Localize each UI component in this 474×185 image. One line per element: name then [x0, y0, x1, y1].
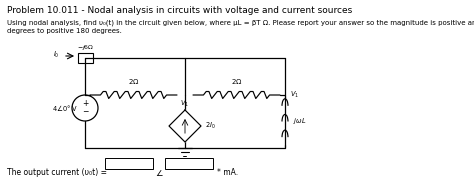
Text: $-j6\Omega$: $-j6\Omega$	[77, 43, 94, 52]
Text: $4\angle0°$ V: $4\angle0°$ V	[52, 103, 78, 113]
Text: $\angle$: $\angle$	[155, 168, 164, 178]
Text: * mA.: * mA.	[217, 168, 238, 177]
Text: $j\omega L$: $j\omega L$	[293, 116, 306, 126]
Bar	[78, 53, 93, 63]
Text: $2\Omega$: $2\Omega$	[128, 77, 139, 86]
Text: $I_0$: $I_0$	[54, 50, 60, 60]
Text: $2\Omega$: $2\Omega$	[231, 77, 242, 86]
Text: $V_1$: $V_1$	[181, 99, 190, 109]
Text: Problem 10.011 - Nodal analysis in circuits with voltage and current sources: Problem 10.011 - Nodal analysis in circu…	[7, 6, 352, 15]
Text: $V_1$: $V_1$	[290, 90, 299, 100]
Bar	[165, 158, 213, 169]
Text: The output current (υ₀t) =: The output current (υ₀t) =	[7, 168, 107, 177]
Text: Using nodal analysis, find υ₀(t) in the circuit given below, where μL = βT Ω. Pl: Using nodal analysis, find υ₀(t) in the …	[7, 20, 474, 26]
Text: $2I_0$: $2I_0$	[205, 121, 216, 131]
Text: +: +	[82, 100, 88, 108]
Text: degrees to positive 180 degrees.: degrees to positive 180 degrees.	[7, 28, 122, 34]
Bar	[105, 158, 153, 169]
Text: −: −	[82, 107, 88, 117]
Polygon shape	[169, 110, 201, 142]
